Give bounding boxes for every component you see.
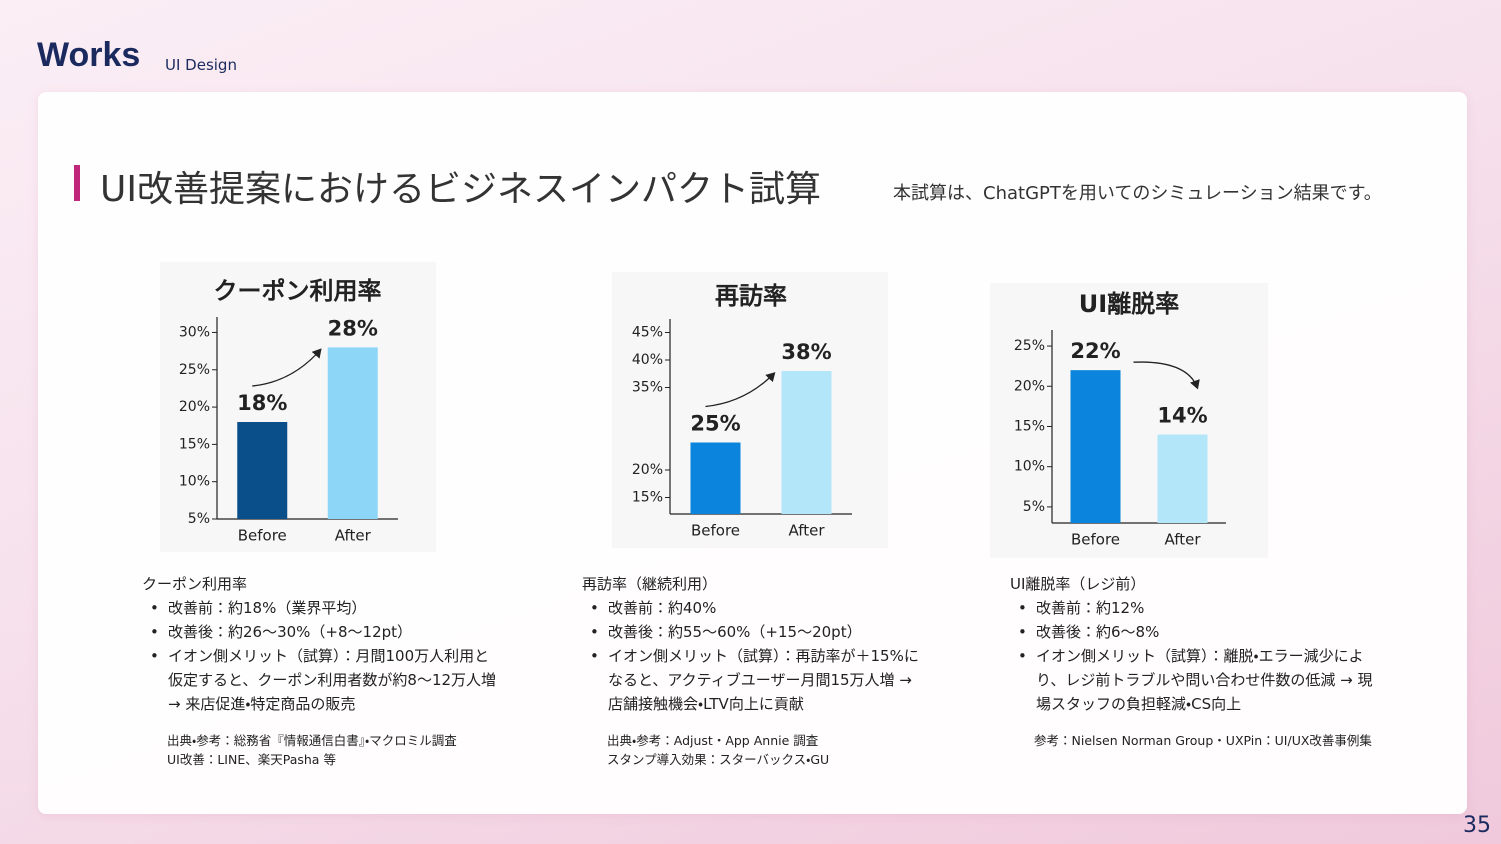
panel: UI離脱率（レジ前） 改善前：約12% 改善後：約6〜8% イオン側メリット（試…	[1010, 572, 1380, 716]
bullet-list: 改善前：約40% 改善後：約55〜60%（+15〜20pt） イオン側メリット（…	[582, 596, 952, 716]
source: 参考：Nielsen Norman Group・UXPin：UI/UX改善事例集	[1034, 733, 1372, 748]
bullet: 改善前：約40%	[582, 596, 952, 620]
slide-title: UI改善提案におけるビジネスインパクト試算	[100, 169, 821, 210]
bullet: 改善後：約6〜8%	[1010, 620, 1380, 644]
sources: 出典・参考：総務省『情報通信白書』・マクロミル調査 UI改善：LINE、楽天Pa…	[167, 731, 587, 769]
y-tick-label: 10%	[1014, 459, 1045, 475]
y-tick-label: 20%	[179, 399, 210, 415]
trend-arrow	[1133, 361, 1200, 390]
y-tick-label: 25%	[1014, 338, 1045, 354]
y-tick-label: 5%	[188, 511, 210, 527]
value-label: 38%	[781, 340, 831, 364]
source: UI改善：LINE、楽天Pasha 等	[167, 752, 336, 767]
value-label: 18%	[237, 391, 287, 415]
bullet: 改善前：約18%（業界平均）	[142, 596, 512, 620]
bar	[237, 422, 288, 519]
title-accent	[74, 165, 80, 201]
y-tick-label: 40%	[632, 352, 663, 368]
bullet: イオン側メリット（試算）：離脱・エラー減少により、レジ前トラブルや問い合わせ件数…	[1010, 644, 1376, 716]
bar	[327, 347, 378, 519]
y-tick-label: 15%	[632, 490, 663, 506]
chart: UI離脱率 5% 10% 15% 20% 25% 22% Before 14% After	[1014, 290, 1226, 549]
slide-note: 本試算は、ChatGPTを用いてのシミュレーション結果です。	[893, 183, 1382, 204]
y-tick-label: 5%	[1023, 499, 1045, 515]
y-tick-label: 45%	[632, 325, 663, 341]
chart-title: クーポン利用率	[214, 277, 382, 305]
y-tick-label: 20%	[632, 462, 663, 478]
trend-arrow	[252, 348, 322, 387]
chart-panel: UI離脱率 5% 10% 15% 20% 25% 22% Before 14% After	[990, 283, 1268, 558]
bullet: 改善後：約26〜30%（+8〜12pt）	[142, 620, 512, 644]
trend-arrow	[705, 372, 776, 408]
x-tick-label: After	[335, 527, 372, 545]
panel: 再訪率（継続利用） 改善前：約40% 改善後：約55〜60%（+15〜20pt）…	[582, 572, 952, 716]
bullet: 改善後：約55〜60%（+15〜20pt）	[582, 620, 952, 644]
panel-heading: 再訪率（継続利用）	[582, 575, 718, 593]
source: スタンプ導入効果：スターバックス・GU	[607, 752, 830, 767]
value-label: 25%	[690, 412, 740, 436]
x-tick-label: Before	[691, 522, 740, 540]
y-tick-label: 25%	[179, 362, 210, 378]
chart-title: UI離脱率	[1079, 290, 1179, 318]
value-label: 28%	[328, 316, 378, 340]
y-tick-label: 15%	[1014, 418, 1045, 434]
y-tick-label: 20%	[1014, 378, 1045, 394]
bullet-list: 改善前：約12% 改善後：約6〜8% イオン側メリット（試算）：離脱・エラー減少…	[1010, 596, 1380, 716]
sources: 参考：Nielsen Norman Group・UXPin：UI/UX改善事例集	[1034, 731, 1454, 750]
brand-title: Works	[37, 36, 141, 74]
chart-panel: 再訪率 15% 20% 35% 40% 45% 25% Before 38% After	[612, 272, 888, 548]
source: 出典・参考：Adjust・App Annie 調査	[607, 733, 819, 748]
bar	[781, 371, 832, 514]
y-tick-label: 15%	[179, 436, 210, 452]
y-tick-label: 30%	[179, 324, 210, 340]
x-tick-label: Before	[1071, 531, 1120, 549]
y-tick-label: 10%	[179, 474, 210, 490]
x-tick-label: Before	[238, 527, 287, 545]
bullet-list: 改善前：約18%（業界平均） 改善後：約26〜30%（+8〜12pt） イオン側…	[142, 596, 512, 716]
bullet: 改善前：約12%	[1010, 596, 1380, 620]
y-tick-label: 35%	[632, 380, 663, 396]
x-tick-label: After	[788, 522, 825, 540]
source: 出典・参考：総務省『情報通信白書』・マクロミル調査	[167, 733, 457, 748]
bullet: イオン側メリット（試算）：再訪率が＋15%になると、アクティブユーザー月間15万…	[582, 644, 928, 716]
bar	[1157, 434, 1208, 523]
chart: クーポン利用率 5% 10% 15% 20% 25% 30% 18% Before 28% Afte…	[179, 277, 398, 545]
bar	[1070, 370, 1121, 523]
sources: 出典・参考：Adjust・App Annie 調査 スタンプ導入効果：スターバッ…	[607, 731, 1027, 769]
chart: 再訪率 15% 20% 35% 40% 45% 25% Before 38% After	[632, 282, 852, 540]
page-number: 35	[1463, 813, 1491, 838]
bar	[690, 442, 741, 514]
panel-heading: UI離脱率（レジ前）	[1010, 575, 1146, 593]
value-label: 22%	[1070, 339, 1120, 363]
bullet: イオン側メリット（試算）：月間100万人利用と仮定すると、クーポン利用者数が約8…	[142, 644, 498, 716]
chart-title: 再訪率	[715, 282, 787, 310]
value-label: 14%	[1157, 404, 1207, 428]
brand-subtitle: UI Design	[165, 56, 237, 74]
panel-heading: クーポン利用率	[142, 575, 248, 593]
chart-panel: クーポン利用率 5% 10% 15% 20% 25% 30% 18% Before 28% Afte…	[160, 262, 436, 552]
panel: クーポン利用率 改善前：約18%（業界平均） 改善後：約26〜30%（+8〜12…	[142, 572, 512, 716]
x-tick-label: After	[1164, 531, 1201, 549]
